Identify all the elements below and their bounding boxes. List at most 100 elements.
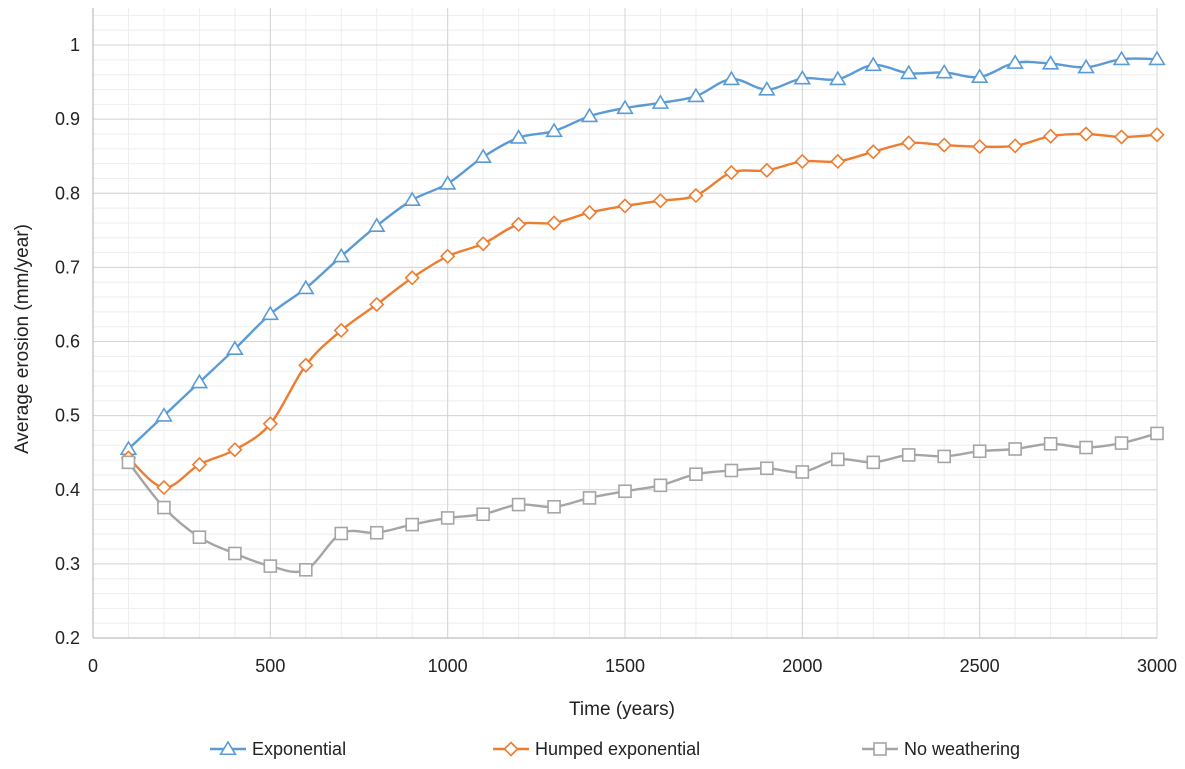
x-axis-ticks: 0 500 1000 1500 2000 2500 3000 [88,656,1177,676]
data-point-diamond-marker [298,357,314,373]
x-tick-label: 3000 [1137,656,1177,676]
data-point-diamond-marker [475,236,491,252]
data-point-square-marker [724,463,739,478]
y-tick-label: 1 [70,35,80,55]
x-tick-label: 500 [255,656,285,676]
series-line [127,432,1158,574]
series-line [127,57,1158,450]
data-point-square-marker [653,478,668,493]
data-point-square-marker [157,500,171,515]
data-point-diamond-marker [1078,126,1094,142]
data-point-square-marker [192,530,207,545]
data-point-triangle-marker [829,70,847,86]
data-point-square-marker [1150,426,1164,441]
data-point-triangle-marker [864,56,883,72]
data-point-triangle-marker [261,305,280,321]
data-point-diamond-marker [227,442,243,458]
x-tick-label: 0 [88,656,98,676]
data-point-square-marker [405,517,420,532]
data-point-square-marker [476,507,490,522]
data-point-square-marker [689,467,703,482]
data-point-triangle-marker [1041,55,1060,70]
data-point-square-marker [901,448,916,462]
data-point-diamond-marker [369,296,385,313]
data-point-diamond-marker [404,270,420,286]
data-point-square-marker [1079,440,1093,455]
data-point-triangle-marker [545,122,563,138]
series-humped-exponential [120,126,1165,496]
y-tick-label: 0.3 [55,554,80,574]
data-point-triangle-marker [155,407,173,422]
data-point-diamond-marker [830,153,846,170]
data-point-square-marker [547,500,561,514]
data-point-triangle-marker [1148,50,1166,66]
data-point-triangle-marker [616,99,634,115]
data-point-triangle-marker [793,69,812,85]
data-point-triangle-marker [970,68,989,83]
data-point-triangle-marker [651,94,670,109]
data-point-diamond-marker [1007,138,1023,154]
data-point-square-marker [795,465,810,479]
legend: Exponential Humped exponential No weatheri… [210,739,1020,759]
data-point-diamond-marker [1113,129,1130,145]
data-point-square-marker [511,497,526,512]
legend-item: No weathering [862,739,1020,759]
legend-label: Humped exponential [535,739,700,759]
data-point-square-marker [334,526,349,541]
series-exponential [119,50,1166,456]
data-point-square-marker [121,455,136,470]
data-point-triangle-marker [438,175,457,190]
x-tick-label: 2000 [782,656,822,676]
data-point-square-marker [760,461,774,476]
y-tick-label: 0.4 [55,480,80,500]
data-point-square-marker [582,491,597,505]
data-point-square-marker [830,452,845,467]
legend-item: Humped exponential [493,739,700,759]
data-point-diamond-marker [1149,127,1165,143]
data-point-triangle-marker [687,87,705,103]
data-point-diamond-marker [688,187,704,204]
x-tick-label: 1500 [605,656,645,676]
data-point-square-marker [298,563,313,577]
legend-diamond-marker [503,741,519,757]
axes [92,8,1157,639]
data-point-diamond-marker [901,135,917,151]
legend-triangle-marker [219,740,237,756]
data-point-diamond-marker [156,479,172,496]
data-point-diamond-marker [1042,128,1059,144]
data-point-square-marker [972,444,987,459]
legend-item: Exponential [210,739,346,759]
data-point-square-marker [866,455,881,470]
data-point-triangle-marker [403,191,421,207]
x-tick-label: 1000 [428,656,468,676]
y-axis-label: Average erosion (mm/year) [12,224,33,454]
data-point-diamond-marker [510,216,527,233]
y-tick-label: 0.9 [55,109,80,129]
data-point-triangle-marker [580,107,599,123]
data-point-diamond-marker [972,138,988,155]
data-point-diamond-marker [262,416,278,432]
data-point-square-marker [228,546,242,561]
x-axis-label: Time (years) [569,699,675,720]
data-point-square-marker [1114,436,1129,450]
y-tick-label: 0.6 [55,332,80,352]
data-point-diamond-marker [652,193,669,209]
data-point-triangle-marker [899,64,918,80]
series-no-weathering [121,426,1164,577]
data-point-diamond-marker [440,248,456,264]
x-tick-label: 2500 [960,656,1000,676]
data-point-diamond-marker [333,322,349,339]
y-tick-label: 0.5 [55,406,80,426]
data-point-triangle-marker [226,340,244,355]
legend-label: No weathering [904,739,1020,759]
data-point-triangle-marker [367,217,386,232]
data-point-triangle-marker [509,129,528,144]
y-tick-label: 0.7 [55,257,80,277]
data-point-diamond-marker [865,144,881,160]
data-point-diamond-marker [617,198,633,214]
data-point-square-marker [618,484,632,499]
data-point-triangle-marker [190,373,209,389]
data-point-square-marker [1008,442,1022,456]
data-point-diamond-marker [581,204,598,221]
data-point-triangle-marker [722,70,741,86]
